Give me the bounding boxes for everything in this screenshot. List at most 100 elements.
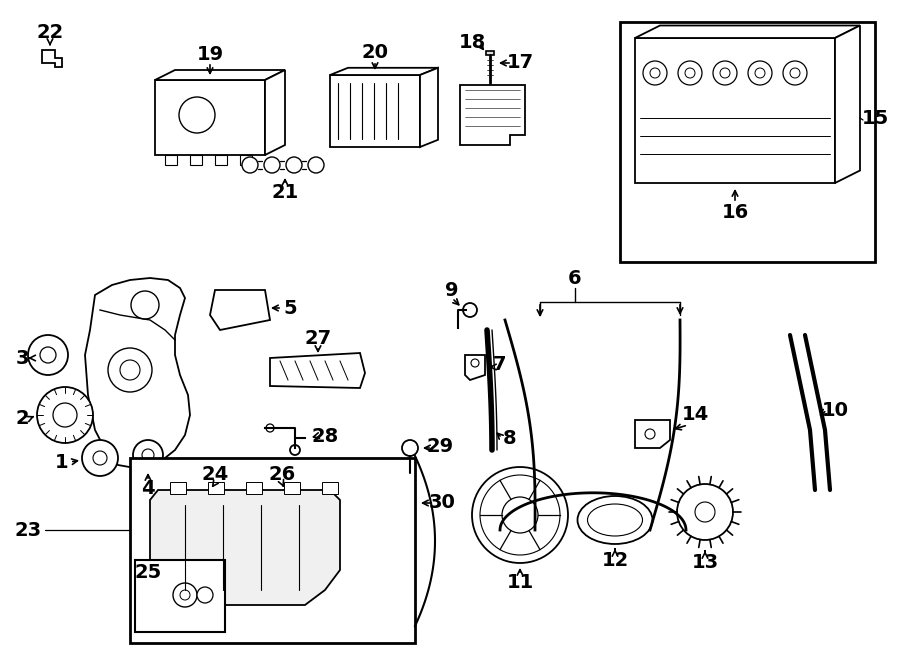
- Bar: [155, 80, 265, 155]
- Circle shape: [142, 449, 154, 461]
- Circle shape: [290, 445, 300, 455]
- Circle shape: [133, 440, 163, 470]
- Circle shape: [643, 61, 667, 85]
- Bar: [170, 482, 186, 494]
- Circle shape: [286, 157, 302, 173]
- Bar: [130, 458, 415, 643]
- Text: 3: 3: [15, 348, 29, 368]
- Bar: [620, 22, 875, 262]
- Text: 4: 4: [141, 479, 155, 498]
- Circle shape: [678, 61, 702, 85]
- Text: 10: 10: [822, 401, 849, 420]
- Bar: [135, 560, 225, 632]
- Text: 23: 23: [14, 520, 41, 539]
- Polygon shape: [270, 353, 365, 388]
- Polygon shape: [210, 290, 270, 330]
- Text: 20: 20: [362, 44, 389, 63]
- Text: 6: 6: [568, 268, 581, 288]
- Circle shape: [173, 583, 197, 607]
- Circle shape: [402, 440, 418, 456]
- Bar: [330, 75, 420, 147]
- Circle shape: [463, 303, 477, 317]
- Circle shape: [650, 68, 660, 78]
- Ellipse shape: [588, 504, 643, 536]
- Circle shape: [677, 484, 733, 540]
- Polygon shape: [155, 70, 285, 80]
- Polygon shape: [265, 70, 285, 155]
- Text: 1: 1: [55, 453, 68, 471]
- Bar: [486, 51, 494, 55]
- Polygon shape: [460, 85, 525, 145]
- Polygon shape: [190, 155, 202, 165]
- Text: 18: 18: [458, 34, 486, 52]
- Polygon shape: [150, 490, 340, 605]
- Text: 9: 9: [446, 280, 459, 299]
- Text: 21: 21: [272, 184, 299, 202]
- Text: 11: 11: [507, 574, 534, 592]
- Text: 30: 30: [428, 494, 455, 512]
- Circle shape: [180, 590, 190, 600]
- Text: 22: 22: [36, 24, 64, 42]
- Polygon shape: [635, 420, 670, 448]
- Polygon shape: [165, 155, 177, 165]
- Circle shape: [790, 68, 800, 78]
- Circle shape: [472, 467, 568, 563]
- Bar: [635, 38, 835, 183]
- Text: 15: 15: [861, 108, 888, 128]
- Circle shape: [197, 587, 213, 603]
- Circle shape: [53, 403, 77, 427]
- Circle shape: [82, 440, 118, 476]
- Circle shape: [748, 61, 772, 85]
- Bar: [246, 482, 262, 494]
- Text: 5: 5: [284, 299, 297, 317]
- Text: 7: 7: [493, 356, 507, 375]
- Circle shape: [783, 61, 807, 85]
- Circle shape: [179, 97, 215, 133]
- Text: 28: 28: [311, 426, 338, 446]
- Circle shape: [471, 359, 479, 367]
- Circle shape: [502, 497, 538, 533]
- Circle shape: [37, 387, 93, 443]
- Text: 17: 17: [507, 54, 534, 73]
- Polygon shape: [835, 26, 860, 183]
- Polygon shape: [465, 355, 485, 380]
- Text: 2: 2: [15, 408, 29, 428]
- Circle shape: [645, 429, 655, 439]
- Circle shape: [242, 157, 258, 173]
- Circle shape: [131, 291, 159, 319]
- Polygon shape: [330, 68, 438, 75]
- Text: 14: 14: [681, 405, 708, 424]
- Circle shape: [755, 68, 765, 78]
- Circle shape: [93, 451, 107, 465]
- Bar: [322, 482, 338, 494]
- Bar: [208, 482, 224, 494]
- Circle shape: [308, 157, 324, 173]
- Circle shape: [264, 157, 280, 173]
- Polygon shape: [635, 26, 860, 38]
- Polygon shape: [42, 50, 62, 67]
- Text: 27: 27: [304, 329, 331, 348]
- Polygon shape: [85, 278, 190, 468]
- Circle shape: [695, 502, 715, 522]
- Circle shape: [480, 475, 560, 555]
- Text: 8: 8: [503, 428, 517, 447]
- Circle shape: [713, 61, 737, 85]
- Text: 24: 24: [202, 465, 229, 485]
- Circle shape: [40, 347, 56, 363]
- Text: 26: 26: [268, 465, 295, 485]
- Circle shape: [28, 335, 68, 375]
- Circle shape: [685, 68, 695, 78]
- Polygon shape: [420, 68, 438, 147]
- Text: 19: 19: [196, 44, 223, 63]
- Polygon shape: [215, 155, 227, 165]
- Circle shape: [120, 360, 140, 380]
- Circle shape: [108, 348, 152, 392]
- Text: 25: 25: [134, 563, 162, 582]
- Bar: [284, 482, 300, 494]
- Polygon shape: [240, 155, 252, 165]
- Circle shape: [266, 424, 274, 432]
- Text: 12: 12: [601, 551, 628, 570]
- Text: 13: 13: [691, 553, 718, 572]
- Text: 29: 29: [427, 436, 454, 455]
- Text: 16: 16: [722, 204, 749, 223]
